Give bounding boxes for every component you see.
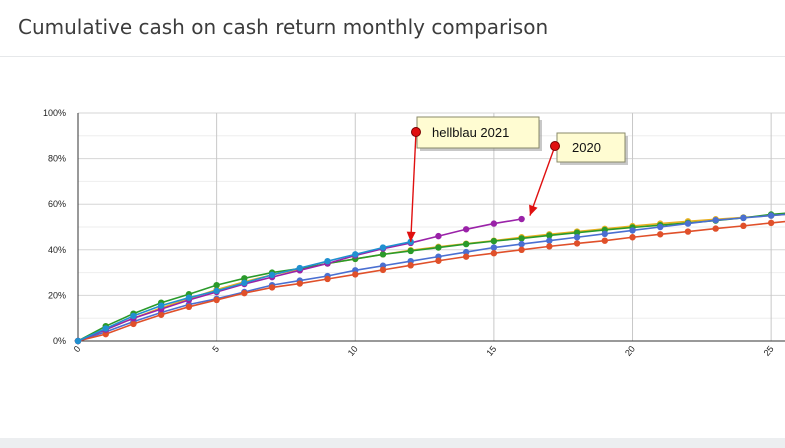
data-point[interactable]	[712, 225, 719, 232]
data-point[interactable]	[352, 271, 359, 278]
data-point[interactable]	[546, 232, 553, 239]
data-point[interactable]	[157, 302, 165, 309]
data-point[interactable]	[518, 215, 525, 223]
data-point[interactable]	[490, 220, 498, 227]
data-point[interactable]	[241, 275, 248, 282]
data-point[interactable]	[601, 237, 608, 244]
data-point[interactable]	[379, 266, 387, 274]
series-group	[74, 219, 785, 345]
data-point[interactable]	[462, 253, 470, 260]
x-tick-label: 5	[210, 344, 221, 354]
data-point[interactable]	[435, 257, 442, 264]
data-point[interactable]	[407, 247, 414, 255]
callout-arrow-head	[406, 231, 416, 242]
y-tick-label: 40%	[48, 245, 66, 255]
x-tick-label: 25	[762, 344, 776, 358]
y-tick-label: 80%	[48, 154, 66, 164]
data-point[interactable]	[546, 237, 553, 244]
data-point[interactable]	[268, 284, 276, 291]
data-point[interactable]	[379, 251, 387, 258]
data-point[interactable]	[352, 251, 359, 258]
y-tick-label: 100%	[43, 108, 66, 118]
data-point[interactable]	[296, 264, 304, 272]
data-point[interactable]	[629, 234, 636, 241]
callout-arrow-head	[529, 204, 538, 216]
data-point[interactable]	[185, 303, 193, 310]
data-point[interactable]	[518, 235, 525, 242]
callout-arrow-line	[529, 145, 556, 216]
callout-box	[416, 116, 540, 149]
data-point[interactable]	[324, 258, 331, 265]
data-point[interactable]	[601, 230, 608, 238]
data-point[interactable]	[213, 296, 220, 304]
data-point[interactable]	[213, 281, 220, 289]
data-point[interactable]	[573, 229, 581, 236]
data-point[interactable]	[629, 227, 636, 234]
data-point[interactable]	[657, 231, 664, 238]
data-point[interactable]	[573, 234, 581, 241]
data-point[interactable]	[102, 325, 109, 332]
data-point[interactable]	[462, 248, 470, 256]
data-point[interactable]	[684, 220, 692, 227]
data-point[interactable]	[546, 243, 553, 250]
data-point[interactable]	[296, 280, 304, 287]
data-point[interactable]	[435, 232, 442, 240]
data-point[interactable]	[324, 275, 331, 283]
x-tick-label: 20	[623, 344, 637, 358]
data-point[interactable]	[379, 244, 387, 251]
data-point[interactable]	[740, 214, 747, 222]
data-point[interactable]	[490, 237, 498, 245]
data-point[interactable]	[130, 312, 137, 320]
data-point[interactable]	[767, 212, 775, 219]
data-point[interactable]	[102, 330, 109, 338]
data-point[interactable]	[518, 240, 525, 248]
data-point[interactable]	[241, 289, 248, 297]
callout-pin	[550, 141, 560, 151]
card-header: Cumulative cash on cash return monthly c…	[0, 0, 785, 57]
data-point[interactable]	[407, 262, 414, 269]
data-point[interactable]	[490, 250, 498, 257]
x-tick-label: 0	[72, 344, 83, 354]
data-point[interactable]	[130, 320, 137, 328]
callout-label: hellblau 2021	[432, 125, 509, 140]
data-point[interactable]	[241, 279, 248, 287]
data-point[interactable]	[767, 219, 775, 227]
data-point[interactable]	[462, 226, 470, 233]
data-point[interactable]	[435, 244, 442, 251]
callout-label: 2020	[572, 140, 601, 155]
page-title: Cumulative cash on cash return monthly c…	[18, 15, 549, 39]
data-point[interactable]	[268, 271, 276, 279]
x-tick-label: 15	[484, 344, 498, 358]
series-group	[74, 238, 414, 345]
chart-card: Cumulative cash on cash return monthly c…	[0, 0, 785, 438]
x-tick-label: 10	[346, 344, 360, 358]
y-tick-label: 0%	[53, 336, 66, 346]
data-point[interactable]	[518, 246, 525, 253]
line-chart: 0% 20% 40% 60% 80% 100% 0 5 10 15 20 25 hellblau 202…	[43, 108, 785, 358]
data-point[interactable]	[573, 240, 581, 247]
callout-arrow-line	[410, 131, 417, 242]
data-point[interactable]	[490, 244, 498, 251]
callout-pin	[411, 127, 421, 137]
data-point[interactable]	[657, 223, 664, 231]
data-point[interactable]	[462, 240, 470, 248]
data-point[interactable]	[684, 228, 692, 235]
y-tick-label: 20%	[48, 290, 66, 300]
data-point[interactable]	[185, 294, 193, 301]
y-tick-label: 60%	[48, 199, 66, 209]
data-point[interactable]	[740, 222, 747, 230]
data-point[interactable]	[712, 216, 719, 224]
data-point[interactable]	[74, 337, 82, 345]
data-point[interactable]	[157, 311, 165, 318]
data-point[interactable]	[213, 287, 220, 295]
